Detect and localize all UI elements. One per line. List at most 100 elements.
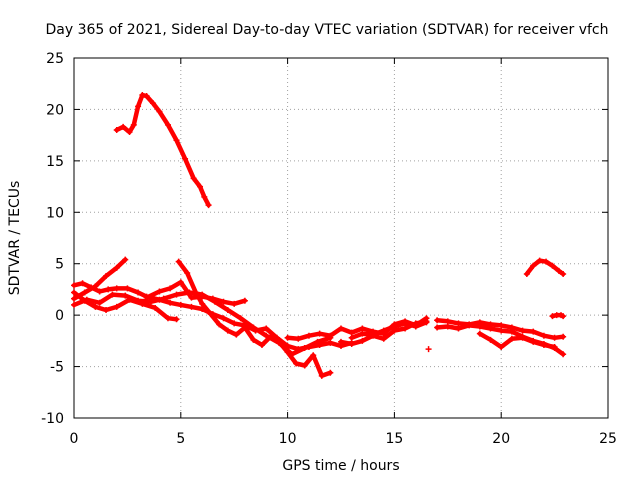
series-arc-a — [71, 256, 129, 302]
data-point — [237, 315, 244, 322]
data-point — [476, 323, 483, 330]
data-point — [130, 121, 137, 128]
series-arc-i — [348, 319, 430, 341]
data-point — [391, 323, 398, 330]
x-axis-label: GPS time / hours — [282, 458, 399, 474]
data-point — [71, 301, 77, 308]
data-point — [71, 289, 77, 296]
data-point — [113, 264, 120, 271]
data-point — [508, 335, 515, 342]
data-point — [220, 298, 227, 305]
data-point — [327, 332, 334, 339]
series-line — [524, 258, 566, 277]
data-point — [560, 313, 567, 320]
data-point — [184, 269, 191, 276]
series-line — [434, 323, 566, 357]
data-point — [301, 362, 308, 369]
data-point — [182, 155, 189, 162]
x-tick-label: 20 — [492, 431, 510, 447]
x-tick-label: 0 — [70, 431, 79, 447]
data-point — [412, 323, 419, 330]
data-point — [156, 288, 163, 295]
data-point — [380, 327, 387, 334]
data-point — [549, 262, 556, 269]
data-points — [71, 92, 567, 379]
data-point — [327, 369, 334, 376]
data-point — [164, 315, 171, 322]
data-point — [560, 271, 567, 277]
data-point — [402, 320, 409, 327]
data-point — [147, 298, 154, 305]
data-point — [498, 327, 505, 334]
data-point — [284, 334, 291, 341]
data-point — [263, 332, 270, 339]
series-arc-k — [434, 322, 567, 358]
data-point — [241, 297, 248, 304]
series-arc-n — [549, 312, 567, 320]
data-point — [88, 284, 95, 291]
data-point — [434, 317, 441, 324]
data-point — [177, 279, 184, 286]
y-axis-label: SDTVAR / TECUs — [7, 181, 23, 296]
data-point — [543, 258, 550, 265]
y-tick-label: 25 — [46, 51, 64, 67]
data-point — [267, 333, 274, 340]
data-point — [318, 372, 325, 379]
data-point — [190, 175, 197, 182]
data-point — [523, 271, 530, 277]
data-point — [197, 183, 204, 190]
data-point — [150, 100, 157, 107]
data-point — [164, 121, 171, 128]
axes — [73, 57, 609, 419]
y-tick-label: -5 — [50, 360, 64, 376]
data-point — [152, 304, 159, 311]
data-point — [233, 331, 240, 338]
data-point — [113, 285, 120, 292]
data-point — [126, 129, 133, 136]
plot-frame — [73, 57, 609, 419]
data-point — [540, 341, 547, 348]
data-point — [103, 307, 110, 313]
data-point — [113, 127, 120, 133]
data-point — [498, 322, 505, 329]
data-point — [487, 336, 494, 343]
data-point — [122, 256, 129, 263]
data-point — [519, 334, 526, 341]
y-tick-label: 0 — [55, 308, 64, 324]
data-point — [455, 325, 462, 332]
data-point — [135, 103, 142, 110]
data-point — [81, 297, 88, 304]
data-point — [216, 321, 223, 328]
series-line — [114, 92, 211, 208]
data-point — [71, 295, 77, 302]
data-point — [380, 335, 387, 342]
data-point — [434, 324, 441, 331]
y-tick-label: -10 — [41, 411, 64, 427]
data-point — [96, 299, 103, 306]
data-point — [139, 92, 146, 99]
data-point — [188, 303, 195, 310]
data-point — [560, 351, 567, 358]
series-arc-d — [71, 289, 180, 323]
data-point — [423, 319, 430, 326]
x-tick-label: 5 — [176, 431, 185, 447]
data-point — [551, 334, 558, 341]
data-point — [71, 282, 77, 289]
data-point — [530, 328, 537, 335]
data-point — [476, 330, 483, 337]
data-point — [92, 303, 99, 310]
data-point — [560, 333, 567, 340]
data-point — [156, 108, 163, 115]
data-point — [120, 123, 127, 130]
data-point — [316, 330, 323, 337]
data-point — [105, 286, 112, 293]
data-point — [79, 280, 86, 287]
data-point — [224, 327, 231, 334]
x-axis-ticks: 0 5 10 15 20 25 — [70, 58, 617, 447]
data-point — [530, 262, 537, 269]
data-point — [359, 325, 366, 332]
series-arc-high — [113, 92, 212, 209]
grid — [74, 58, 608, 418]
y-tick-label: 5 — [55, 257, 64, 273]
